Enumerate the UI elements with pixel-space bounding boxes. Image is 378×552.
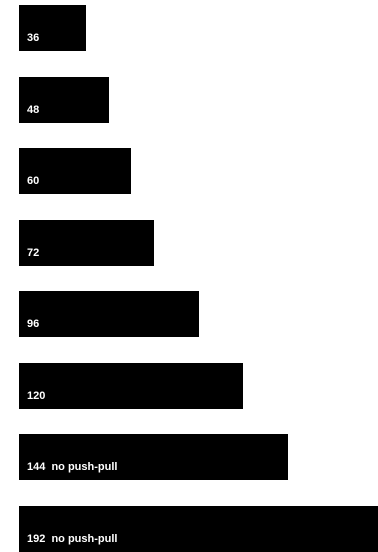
bar-1: 48 [19, 77, 109, 123]
bar-label-2: 60 [27, 175, 40, 187]
bar-4: 96 [19, 291, 199, 337]
bar-7: 192 no push-pull [19, 506, 378, 552]
bar-label-0: 36 [27, 32, 40, 44]
bar-label-4: 96 [27, 318, 40, 330]
bar-6: 144 no push-pull [19, 434, 288, 480]
bar-0: 36 [19, 5, 86, 51]
bar-5: 120 [19, 363, 243, 409]
bar-2: 60 [19, 148, 131, 194]
bar-label-5: 120 [27, 390, 46, 402]
bar-label-7: 192 no push-pull [27, 533, 118, 545]
bar-label-3: 72 [27, 247, 40, 259]
bar-label-1: 48 [27, 104, 40, 116]
bar-3: 72 [19, 220, 154, 266]
bar-label-6: 144 no push-pull [27, 461, 118, 473]
